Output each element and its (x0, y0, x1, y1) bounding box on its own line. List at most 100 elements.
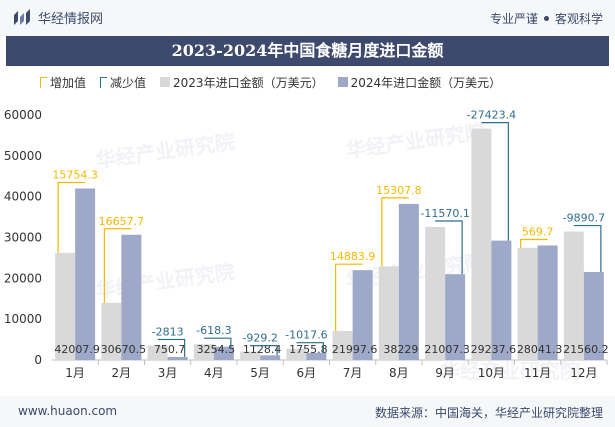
chart-svg: 0 10000 20000 30000 40000 50000 60000 1月 42007.9… (4, 108, 609, 380)
bar-2023 (332, 330, 353, 360)
legend-increase-label: 增加值 (50, 75, 87, 90)
bar-value-label: 21997.6 (332, 343, 378, 356)
decrease-value-label: -2813 (152, 325, 184, 338)
decrease-value-label: -1017.6 (285, 329, 327, 342)
tagline: 专业严谨 客观科学 (490, 10, 603, 27)
increase-value-label: 15754.3 (52, 168, 98, 181)
x-tick-label: 3月 (158, 366, 178, 380)
bar-2023 (55, 252, 76, 360)
decrease-bracket (157, 338, 186, 357)
decrease-bracket (435, 220, 463, 275)
bar-2023 (147, 345, 168, 360)
x-tick-label: 12月 (570, 366, 597, 380)
tagline-dot-icon (543, 16, 549, 21)
x-tick-label: 11月 (524, 366, 551, 380)
bar-2024 (121, 234, 142, 360)
y-tick-label: 0 (34, 353, 42, 367)
brand-logo-icon (14, 8, 30, 25)
title-bar: 2023-2024年中国食糖月度进口金额 (6, 36, 609, 66)
legend: 增加值 减少值 2023年进口金额（万美元） 2024年进口金额（万美元） (40, 72, 515, 92)
brand: 华经情报网 (12, 8, 103, 27)
increase-bracket (103, 228, 132, 303)
bar-2023 (240, 351, 261, 360)
bar-2024 (167, 356, 188, 360)
bar-value-label: 38229 (383, 343, 418, 356)
decrease-value-label: -618.3 (196, 324, 231, 337)
decrease-bracket (481, 122, 509, 241)
x-tick-label: 9月 (435, 366, 455, 380)
x-tick-label: 7月 (343, 366, 363, 380)
bar-value-label: 42007.9 (54, 343, 100, 356)
bar-2024 (352, 270, 373, 360)
footer-source: 数据来源：中国海关，华经产业研究院整理 (374, 406, 603, 420)
bar-value-label: 1755.8 (289, 343, 328, 356)
legend-2023-swatch (160, 77, 171, 87)
legend-item-increase: 增加值 (40, 74, 86, 91)
footer-website: www.huaon.com (18, 404, 118, 418)
bar-2024 (398, 203, 419, 360)
y-tick-label: 60000 (4, 108, 42, 122)
bar-2023 (101, 302, 122, 360)
legend-2023-label: 2023年进口金额（万美元） (173, 75, 324, 90)
x-tick-label: 5月 (250, 366, 270, 380)
chart-title: 2023-2024年中国食糖月度进口金额 (171, 41, 444, 60)
tagline-left: 专业严谨 (489, 12, 538, 26)
bar-2023 (471, 128, 492, 360)
bar-value-label: 1128.4 (243, 343, 282, 356)
x-tick-label: 8月 (389, 366, 409, 380)
decrease-value-label: -929.2 (242, 332, 277, 345)
legend-decrease-label: 减少值 (110, 75, 147, 90)
bar-2023 (286, 348, 307, 360)
increase-value-label: 569.7 (522, 225, 554, 238)
x-tick-label: 1月 (65, 366, 85, 380)
bar-value-label: 28041.3 (517, 343, 563, 356)
bar-value-label: 21007.3 (424, 343, 470, 356)
legend-item-2023: 2023年进口金额（万美元） (160, 74, 324, 91)
x-tick-label: 2月 (112, 366, 132, 380)
increase-value-label: 15307.8 (376, 184, 422, 197)
decrease-value-label: -11570.1 (420, 207, 469, 220)
legend-2024-label: 2024年进口金额（万美元） (350, 75, 502, 90)
y-tick-label: 20000 (4, 271, 42, 285)
top-bar: 华经情报网 专业严谨 客观科学 (0, 0, 615, 36)
bar-2024 (213, 346, 234, 360)
increase-value-label: 16657.7 (99, 215, 145, 228)
legend-item-2024: 2024年进口金额（万美元） (337, 74, 502, 91)
y-tick-label: 50000 (4, 149, 42, 163)
legend-item-decrease: 减少值 (100, 74, 146, 91)
increase-bracket (520, 238, 548, 248)
bar-2023 (193, 344, 214, 360)
brand-name: 华经情报网 (38, 12, 104, 27)
bar-2024 (445, 274, 466, 360)
bar-2023 (517, 247, 538, 360)
increase-bracket (57, 181, 86, 253)
legend-2024-swatch (337, 77, 348, 87)
bar-2023 (378, 266, 399, 360)
bar-2024 (583, 271, 604, 360)
increase-value-label: 14883.9 (330, 250, 376, 263)
legend-increase-swatch (40, 76, 47, 88)
tagline-right: 客观科学 (554, 12, 603, 26)
decrease-value-label: -9890.7 (563, 212, 605, 225)
x-tick-label: 10月 (478, 366, 505, 380)
increase-bracket (335, 263, 363, 331)
bar-2023 (425, 226, 446, 360)
x-tick-label: 4月 (204, 366, 224, 380)
bar-value-label: 30670.5 (101, 343, 147, 356)
decrease-bracket (296, 342, 324, 353)
bar-2024 (260, 355, 281, 360)
increase-bracket (381, 197, 409, 267)
y-tick-label: 30000 (4, 231, 42, 245)
bar-2024 (537, 245, 558, 360)
x-tick-label: 6月 (297, 366, 317, 380)
decrease-bracket (250, 344, 278, 356)
bar-value-label: 21560.2 (563, 343, 609, 356)
footer: www.huaon.com 数据来源：中国海关，华经产业研究院整理 (0, 396, 615, 427)
bar-2023 (563, 231, 584, 360)
bar-2024 (306, 352, 327, 360)
decrease-bracket (573, 224, 602, 272)
y-tick-label: 10000 (4, 312, 42, 326)
watermark: 华经产业研究院 (440, 359, 580, 383)
decrease-value-label: -27423.4 (467, 109, 516, 122)
bar-value-label: 750.7 (154, 343, 186, 356)
